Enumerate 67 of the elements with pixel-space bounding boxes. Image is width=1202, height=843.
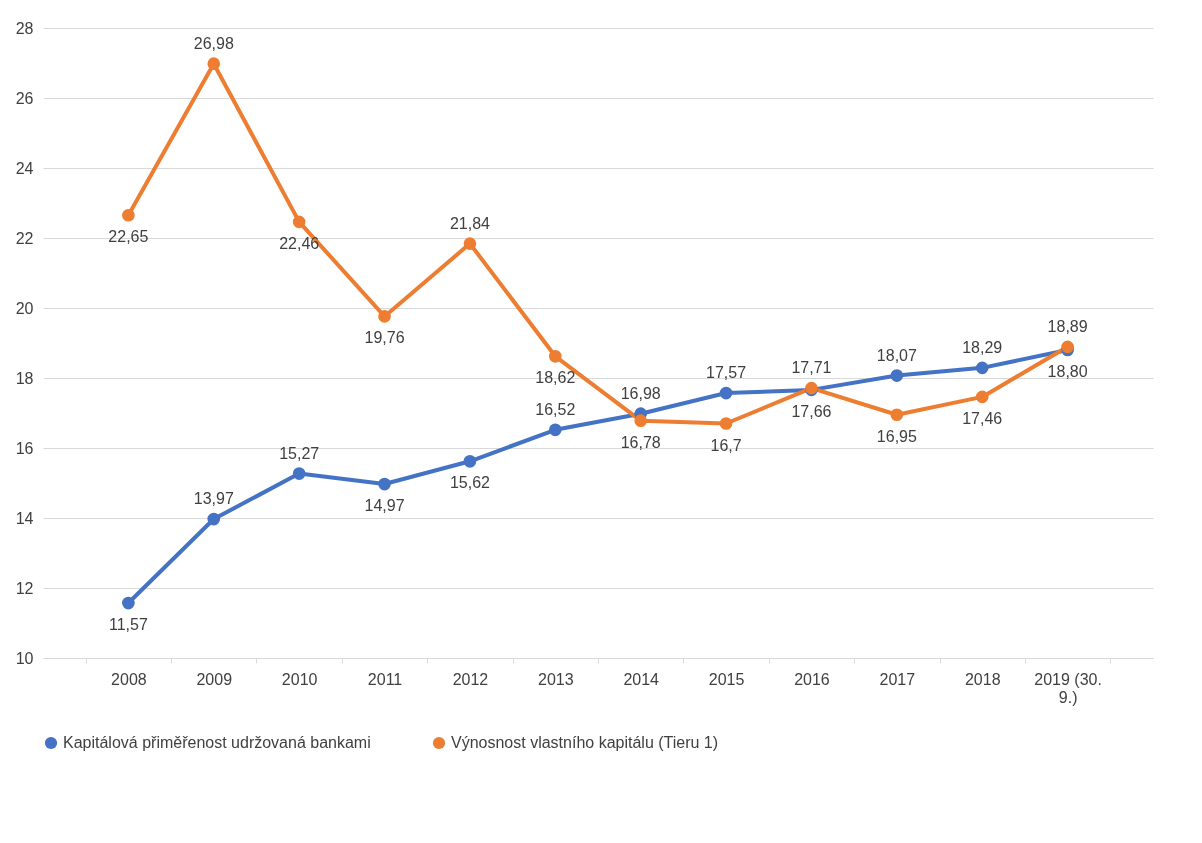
data-label: 16,98 (620, 384, 661, 402)
point (207, 512, 221, 526)
legend-label: Kapitálová přiměřenost udržovaná bankami (63, 734, 371, 751)
data-label: 18,89 (1047, 317, 1088, 335)
point (463, 237, 477, 250)
data-label: 18,62 (535, 369, 576, 387)
y-tick-label: 22 (15, 229, 34, 247)
y-tick-label: 18 (15, 369, 34, 387)
y-tick-label: 28 (15, 19, 34, 37)
data-label: 11,57 (108, 616, 148, 634)
x-tick-label: 2019 (30. 9.) (1034, 670, 1102, 706)
data-label: 16,52 (535, 400, 576, 418)
point (207, 57, 221, 71)
data-label: 14,97 (364, 497, 405, 515)
point (634, 414, 648, 428)
point (292, 215, 306, 229)
point (378, 310, 391, 323)
x-tick-label: 2013 (538, 670, 574, 688)
data-label: 17,71 (791, 359, 832, 377)
x-tick-label: 2009 (196, 670, 233, 688)
point (548, 423, 562, 437)
x-tick-label: 2018 (964, 670, 1001, 688)
y-tick-label: 12 (15, 579, 34, 597)
data-label: 17,57 (706, 364, 747, 382)
data-label: 15,27 (279, 444, 320, 462)
y-tick-label: 14 (15, 509, 34, 527)
y-tick-label: 16 (15, 439, 34, 457)
y-tick-label: 24 (15, 159, 34, 177)
point (292, 467, 306, 480)
data-label: 16,7 (710, 436, 742, 454)
point (975, 361, 989, 375)
x-tick-label: 2010 (281, 670, 318, 688)
data-label: 16,78 (620, 433, 661, 451)
data-label: 18,80 (1047, 363, 1088, 380)
x-tick-label: 2017 (879, 670, 916, 688)
data-label: 22,65 (108, 228, 149, 246)
point (975, 390, 989, 404)
data-label: 15,62 (449, 474, 491, 492)
data-label: 18,29 (962, 338, 1003, 356)
data-label: 13,97 (193, 490, 234, 508)
point (548, 349, 562, 363)
data-label: 19,76 (364, 329, 405, 347)
data-label: 26,98 (193, 34, 234, 52)
y-tick-label: 20 (15, 299, 34, 317)
x-tick-label: 2008 (111, 670, 147, 688)
x-tick-label: 2016 (794, 670, 830, 688)
legend-label: Výnosnost vlastního kapitálu (Tieru 1) (451, 734, 719, 751)
data-label: 17,66 (791, 402, 832, 420)
point (719, 386, 733, 400)
x-tick-label: 2012 (452, 670, 489, 688)
data-label: 22,46 (279, 234, 320, 252)
y-tick-label: 10 (15, 649, 34, 667)
point (122, 208, 135, 222)
point (890, 369, 904, 382)
point (890, 408, 904, 422)
point (378, 477, 391, 491)
point (463, 454, 477, 468)
point (719, 417, 733, 430)
y-tick-label: 26 (15, 89, 34, 107)
data-label: 18,07 (876, 346, 917, 364)
x-tick-label: 2011 (367, 670, 403, 688)
x-tick-label: 2014 (623, 670, 660, 688)
x-tick-label: 2015 (708, 670, 745, 688)
data-label: 21,84 (449, 214, 491, 232)
point (122, 596, 135, 610)
data-label: 17,46 (962, 409, 1003, 427)
data-label: 16,95 (876, 427, 917, 445)
